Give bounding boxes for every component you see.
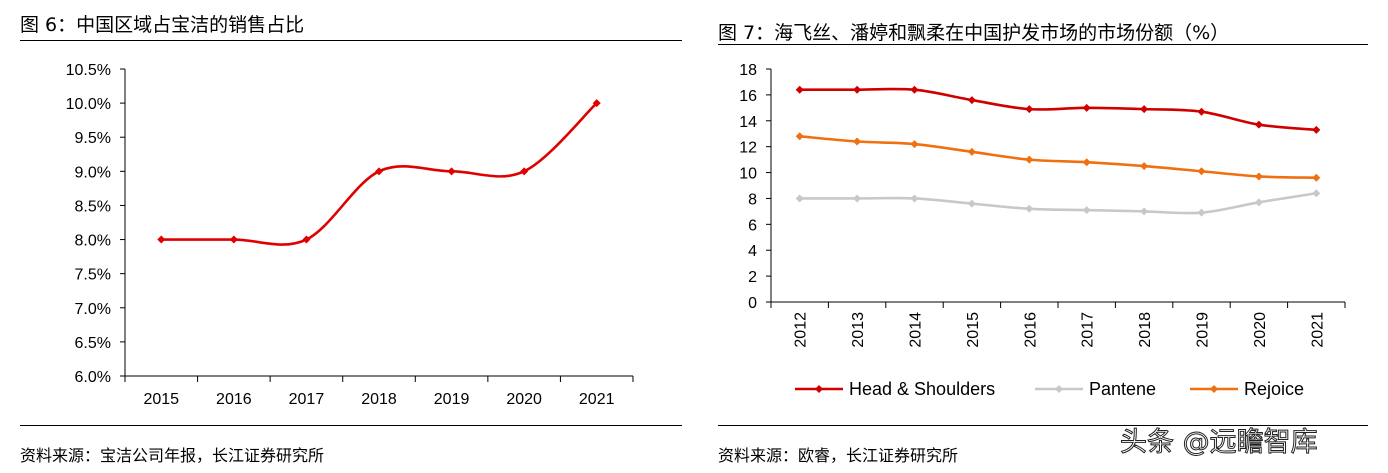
data-point bbox=[1140, 105, 1149, 114]
y-tick-label: 14 bbox=[739, 114, 757, 131]
data-point bbox=[1025, 105, 1034, 114]
data-point bbox=[853, 85, 862, 94]
data-point bbox=[967, 96, 976, 105]
chart-title-right: 图 7：海飞丝、潘婷和飘柔在中国护发市场的市场份额（%） bbox=[718, 22, 1230, 44]
y-tick-label: 7.5% bbox=[75, 267, 111, 284]
data-point bbox=[1025, 204, 1034, 213]
x-tick-label: 2013 bbox=[850, 312, 867, 348]
source-left: 资料来源：宝洁公司年报，长江证券研究所 bbox=[20, 446, 325, 465]
legend-label: Pantene bbox=[1089, 379, 1156, 399]
divider bbox=[20, 40, 682, 41]
y-tick-label: 4 bbox=[748, 243, 757, 260]
y-tick-label: 16 bbox=[739, 88, 757, 105]
divider bbox=[718, 425, 1368, 426]
y-tick-label: 8.0% bbox=[75, 233, 111, 250]
x-tick-label: 2017 bbox=[289, 391, 325, 408]
data-point bbox=[1312, 189, 1321, 198]
data-point bbox=[853, 137, 862, 146]
series-line bbox=[799, 87, 1317, 132]
data-point bbox=[1197, 107, 1206, 116]
x-tick-label: 2017 bbox=[1080, 312, 1097, 348]
data-point bbox=[1082, 206, 1091, 215]
divider bbox=[718, 44, 1368, 45]
x-tick-label: 2016 bbox=[216, 391, 252, 408]
x-tick-label: 2021 bbox=[1309, 312, 1326, 348]
data-point bbox=[795, 194, 804, 203]
data-point bbox=[967, 199, 976, 208]
data-point bbox=[795, 132, 804, 141]
legend-marker bbox=[1210, 385, 1218, 393]
data-point bbox=[1082, 158, 1091, 167]
watermark: 头条 @远瞻智库 bbox=[1120, 427, 1319, 459]
legend-label: Rejoice bbox=[1244, 379, 1304, 399]
data-point bbox=[447, 167, 456, 176]
series-line bbox=[799, 135, 1317, 180]
legend-marker bbox=[1055, 385, 1063, 393]
data-point bbox=[1082, 103, 1091, 112]
data-point bbox=[1254, 120, 1263, 129]
data-point bbox=[375, 167, 383, 176]
x-tick-label: 2018 bbox=[361, 391, 397, 408]
y-tick-label: 6 bbox=[748, 217, 757, 234]
data-point bbox=[1025, 155, 1034, 164]
data-point bbox=[229, 235, 238, 244]
data-point bbox=[1197, 167, 1206, 176]
data-point bbox=[1312, 125, 1321, 134]
data-point bbox=[520, 167, 529, 176]
data-point bbox=[967, 147, 976, 156]
data-point bbox=[910, 140, 919, 149]
y-tick-label: 8.5% bbox=[75, 198, 111, 215]
x-tick-label: 2020 bbox=[1252, 312, 1269, 348]
y-tick-label: 10.5% bbox=[66, 62, 111, 79]
y-tick-label: 0 bbox=[748, 295, 757, 312]
data-point bbox=[853, 194, 862, 203]
data-point bbox=[302, 235, 311, 244]
x-tick-label: 2020 bbox=[506, 391, 542, 408]
y-tick-label: 2 bbox=[748, 269, 757, 286]
data-point bbox=[157, 235, 166, 244]
data-point bbox=[1197, 208, 1206, 217]
x-tick-label: 2012 bbox=[793, 312, 810, 348]
x-tick-label: 2019 bbox=[434, 391, 470, 408]
y-tick-label: 10.0% bbox=[66, 96, 111, 113]
y-tick-label: 10 bbox=[739, 166, 757, 183]
x-tick-label: 2019 bbox=[1195, 312, 1212, 348]
x-tick-label: 2016 bbox=[1022, 312, 1039, 348]
data-point bbox=[1140, 162, 1149, 171]
data-point bbox=[910, 85, 919, 94]
data-point bbox=[592, 99, 601, 108]
series-line bbox=[799, 191, 1317, 215]
legend-marker bbox=[815, 385, 823, 393]
y-tick-label: 12 bbox=[739, 140, 757, 157]
y-tick-label: 18 bbox=[739, 62, 757, 79]
x-tick-label: 2015 bbox=[143, 391, 179, 408]
data-point bbox=[910, 194, 919, 203]
y-tick-label: 9.5% bbox=[75, 130, 111, 147]
data-point bbox=[1254, 172, 1263, 181]
chart-title-left: 图 6：中国区域占宝洁的销售占比 bbox=[20, 14, 305, 36]
x-tick-label: 2018 bbox=[1137, 312, 1154, 348]
y-tick-label: 9.0% bbox=[75, 164, 111, 181]
data-point bbox=[1140, 207, 1149, 216]
y-tick-label: 6.5% bbox=[75, 335, 111, 352]
data-point bbox=[1254, 198, 1263, 207]
x-tick-label: 2021 bbox=[579, 391, 615, 408]
source-right: 资料来源：欧睿，长江证券研究所 bbox=[718, 446, 959, 465]
x-tick-label: 2014 bbox=[908, 312, 925, 348]
y-tick-label: 6.0% bbox=[75, 369, 111, 386]
data-point bbox=[795, 85, 804, 94]
x-tick-label: 2015 bbox=[965, 312, 982, 348]
data-point bbox=[1312, 173, 1321, 182]
legend-label: Head & Shoulders bbox=[849, 379, 995, 399]
y-tick-label: 7.0% bbox=[75, 301, 111, 318]
y-tick-label: 8 bbox=[748, 191, 757, 208]
divider bbox=[20, 425, 682, 426]
